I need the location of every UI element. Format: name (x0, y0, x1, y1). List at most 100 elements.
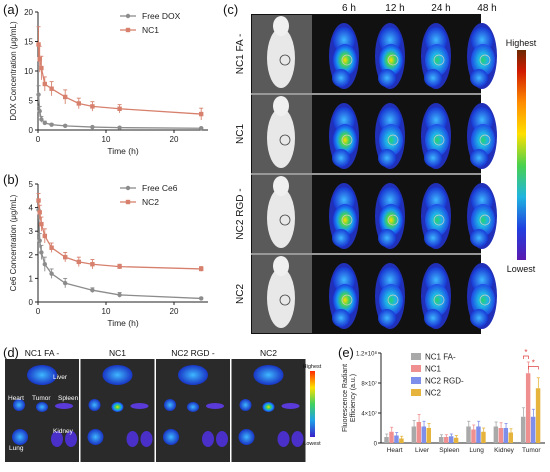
colorbar-top-label: Highest (506, 38, 537, 48)
spleen (206, 403, 224, 409)
tumor-roi (479, 214, 491, 226)
legend-label: Free Ce6 (142, 183, 178, 193)
tumor-roi (341, 294, 353, 306)
legend-marker (125, 185, 131, 191)
y-tick-label: 8×10⁷ (361, 381, 377, 388)
row-label: NC2 (235, 284, 246, 304)
tumor-roi (279, 54, 291, 66)
bar (530, 416, 536, 443)
mouse-head (273, 96, 289, 116)
fluorescence-signal (470, 309, 488, 327)
tumor-roi (341, 134, 353, 146)
x-tick-label: 10 (102, 307, 111, 316)
fluorescence-signal (424, 149, 442, 167)
tumor-roi (279, 294, 291, 306)
bar (438, 437, 444, 443)
bar (394, 435, 399, 443)
fluorescence-signal (163, 429, 179, 445)
legend-label: NC2 (142, 197, 159, 207)
fluorescence-signal (262, 402, 275, 412)
data-point (42, 120, 47, 126)
significance-bracket (523, 355, 529, 359)
fluorescence-signal (12, 429, 28, 445)
x-tick-label: 10 (102, 135, 111, 144)
data-point (37, 57, 42, 62)
fluorescence-signal (425, 124, 449, 156)
y-tick-label: 0 (29, 298, 34, 307)
legend-label: NC1 (425, 365, 442, 374)
fluorescence-signal (187, 402, 199, 412)
data-point (199, 111, 204, 117)
bar (481, 431, 486, 443)
fluorescence-signal (178, 365, 208, 385)
category-label: Liver (415, 447, 430, 454)
bar (421, 426, 427, 443)
colorbar (517, 50, 526, 260)
series-line-0 (37, 209, 202, 300)
y-tick-label: 0 (374, 442, 378, 448)
time-label: 48 h (477, 3, 496, 14)
tumor-roi (341, 54, 353, 66)
colorbar-bottom-label: Lowest (507, 264, 536, 274)
fluorescence-signal (424, 69, 442, 87)
fluorescence-signal (332, 69, 350, 87)
bar (498, 428, 504, 443)
data-point (49, 271, 54, 276)
group-label: NC2 RGD - (171, 348, 215, 358)
row-label: NC1 (235, 124, 246, 144)
category-label: Spleen (439, 447, 460, 454)
bar (493, 426, 499, 443)
fluorescence-signal (470, 149, 488, 167)
panel-label-c: (c) (223, 2, 239, 17)
kidney (126, 431, 139, 447)
chart-b-ce6-concentration: 0 1 2 3 4 5 0 10 20 Time (h) Ce6 Concentration (μg… (9, 180, 208, 328)
kidney (277, 431, 290, 447)
panel-label-e: (e) (338, 345, 354, 360)
data-point (39, 221, 44, 227)
y-axis-label: Fluorescence Radiant (342, 364, 349, 432)
bar (466, 426, 471, 443)
legend-marker (125, 199, 131, 205)
fluorescence-signal (88, 399, 101, 411)
bar (471, 429, 476, 443)
fluorescence-signal (36, 402, 48, 412)
x-tick-label: 20 (170, 307, 179, 316)
tumor-roi (433, 134, 445, 146)
fluorescence-signal (333, 44, 357, 76)
data-point (49, 245, 54, 250)
tumor-roi (479, 134, 491, 146)
bar (508, 432, 513, 443)
fluorescence-signal (378, 309, 396, 327)
bar (416, 422, 422, 443)
fluorescence-signal (471, 284, 495, 316)
data-point (117, 106, 122, 111)
y-axis-label: Efficiency (a.u.) (350, 374, 357, 422)
fluorescence-signal (470, 229, 488, 247)
data-point (199, 126, 204, 131)
fluorescence-signal (425, 44, 449, 76)
organ-label: Lung (9, 445, 24, 452)
organ-label: Spleen (58, 395, 79, 402)
fluorescence-signal (424, 229, 442, 247)
legend-label: NC2 RGD- (425, 377, 464, 386)
time-label: 6 h (342, 3, 356, 14)
bar (443, 437, 449, 443)
colorbar (310, 371, 315, 437)
fluorescence-signal (425, 284, 449, 316)
legend-label: NC1 FA- (425, 353, 456, 362)
series-line-1 (37, 44, 202, 115)
time-label: 24 h (431, 3, 450, 14)
row-label: NC2 RGD - (235, 188, 246, 239)
data-point (90, 288, 95, 293)
mouse-body (267, 188, 295, 248)
significance-mark: * (532, 359, 535, 368)
organ-label: Tumor (32, 395, 51, 402)
data-point (36, 198, 41, 203)
fluorescence-signal (379, 204, 403, 236)
fluorescence-signal (379, 44, 403, 76)
spleen (130, 403, 149, 409)
fluorescence-signal (253, 365, 284, 385)
y-tick-label: 20 (24, 8, 33, 17)
fluorescence-signal (332, 309, 350, 327)
data-point (42, 262, 47, 267)
